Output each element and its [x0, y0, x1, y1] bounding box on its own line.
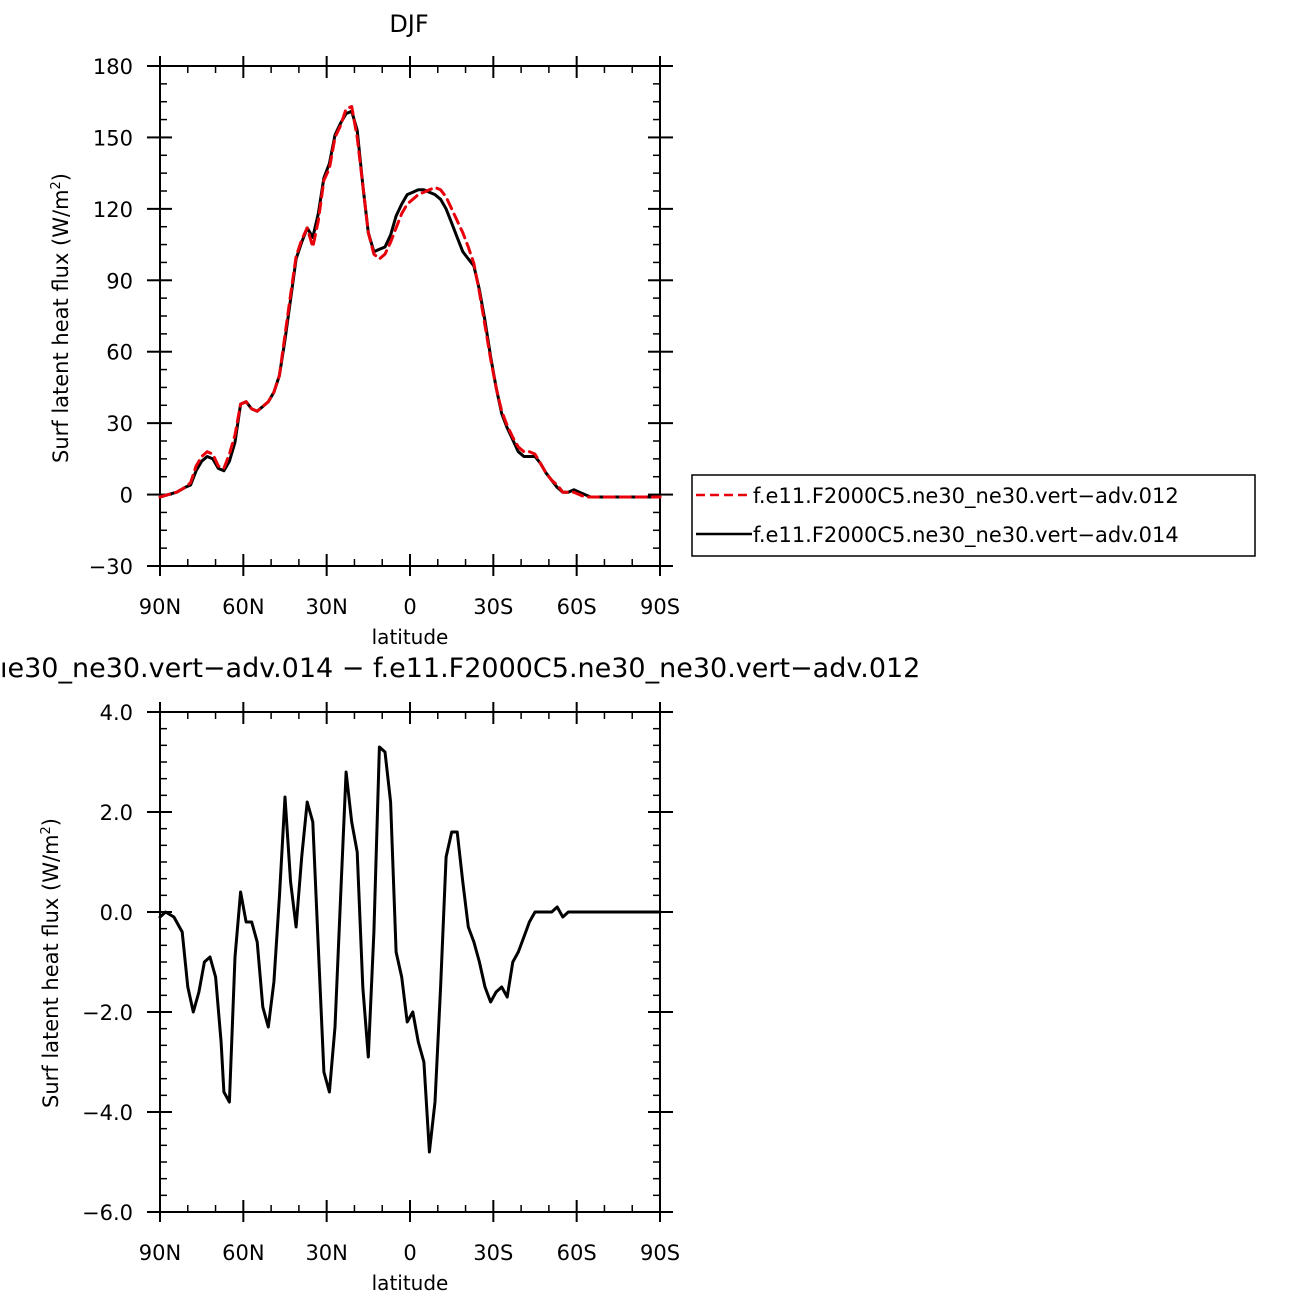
top-x-tick-label: 0 [403, 595, 416, 619]
legend-box [691, 474, 1256, 557]
bottom-y-tick-label: 0.0 [100, 901, 133, 925]
bottom-x-tick-label: 90S [640, 1241, 680, 1265]
legend: f.e11.F2000C5.ne30_ne30.vert−adv.012 f.e… [691, 474, 1256, 557]
top-series-line-1 [158, 105, 662, 499]
top-y-tick-label: 150 [93, 126, 133, 150]
top-x-tick-label: 30S [473, 595, 513, 619]
top-x-tick-label: 30N [305, 595, 347, 619]
bottom-y-tick-label: 2.0 [100, 801, 133, 825]
top-panel-title: DJF [389, 10, 428, 38]
top-y-tick-label: −30 [89, 555, 133, 579]
top-y-tick-label: 30 [106, 412, 133, 436]
bottom-axis-ticks [147, 702, 673, 1222]
bottom-x-tick-label: 60S [557, 1241, 597, 1265]
top-y-axis-label-main: Surf latent heat flux (W/m [49, 189, 73, 463]
top-plot-area: 90N 60N 30N 0 30S 60S 90S −30 0 30 60 90 120 150 180 [89, 55, 680, 619]
bottom-y-tick-label: −6.0 [82, 1201, 133, 1225]
top-y-tick-label: 120 [93, 198, 133, 222]
bottom-tick-labels: 90N 60N 30N 0 30S 60S 90S −6.0 −4.0 −2.0 0.0 2.0 4.0 [82, 701, 680, 1265]
top-tick-labels: 90N 60N 30N 0 30S 60S 90S −30 0 30 60 90 120 150 180 [89, 55, 680, 619]
top-x-tick-label: 90S [640, 595, 680, 619]
bottom-x-tick-label: 90N [139, 1241, 181, 1265]
bottom-y-axis-label-main: Surf latent heat flux (W/m [39, 834, 63, 1108]
top-x-tick-label: 60S [557, 595, 597, 619]
bottom-series-line-1 [158, 745, 662, 1154]
legend-label-series-014: f.e11.F2000C5.ne30_ne30.vert−adv.014 [753, 523, 1179, 548]
top-y-tick-label: 60 [106, 341, 133, 365]
bottom-plot-area: 90N 60N 30N 0 30S 60S 90S −6.0 −4.0 −2.0 0.0 2.0 4.0 [82, 701, 680, 1265]
top-plot-frame [159, 65, 661, 567]
top-x-tick-label: 90N [139, 595, 181, 619]
bottom-x-tick-label: 0 [403, 1241, 416, 1265]
top-series-group [158, 105, 662, 499]
bottom-x-axis-label: latitude [372, 1271, 449, 1295]
top-axis-ticks [147, 56, 673, 576]
top-y-tick-label: 0 [120, 484, 133, 508]
bottom-y-axis-label-sup: 2 [39, 826, 54, 834]
top-y-axis-label-close: ) [49, 173, 73, 181]
bottom-panel-title: ıe30_ne30.vert−adv.014 − f.e11.F2000C5.n… [0, 653, 920, 684]
top-y-axis-label-sup: 2 [49, 181, 64, 189]
legend-label-series-012: f.e11.F2000C5.ne30_ne30.vert−adv.012 [753, 484, 1179, 509]
top-y-axis-label: Surf latent heat flux (W/m2) [49, 173, 73, 463]
bottom-panel: ıe30_ne30.vert−adv.014 − f.e11.F2000C5.n… [0, 653, 920, 1295]
top-series-line-2 [158, 109, 662, 499]
top-y-tick-label: 180 [93, 55, 133, 79]
bottom-y-tick-label: −2.0 [82, 1001, 133, 1025]
bottom-x-tick-label: 30S [473, 1241, 513, 1265]
bottom-x-tick-label: 60N [222, 1241, 264, 1265]
bottom-y-tick-label: −4.0 [82, 1101, 133, 1125]
top-y-tick-label: 90 [106, 269, 133, 293]
bottom-y-axis-label: Surf latent heat flux (W/m2) [39, 818, 63, 1108]
bottom-x-tick-label: 30N [305, 1241, 347, 1265]
bottom-y-tick-label: 4.0 [100, 701, 133, 725]
bottom-y-axis-label-close: ) [39, 818, 63, 826]
bottom-series-group [158, 745, 662, 1154]
top-panel: DJF 90N 60N 30N 0 30S 60S 90S −30 0 30 60 90 120 150 1… [49, 10, 680, 649]
top-x-tick-label: 60N [222, 595, 264, 619]
top-x-axis-label: latitude [372, 625, 449, 649]
